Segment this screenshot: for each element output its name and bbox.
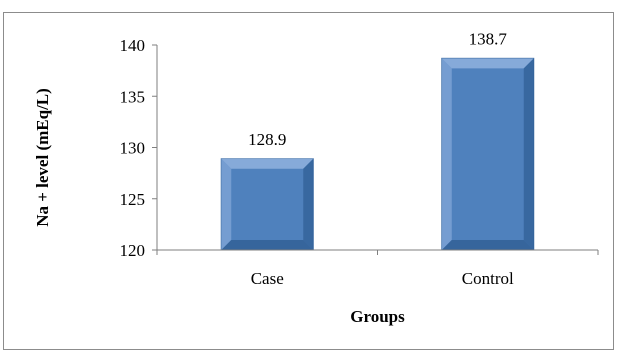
bar-bevel-bottom (441, 240, 534, 250)
bar-bevel-left (221, 158, 232, 250)
bar-bevel-left (441, 58, 452, 251)
bar-bevel-right (303, 158, 314, 250)
bar-bevel-top (221, 158, 314, 169)
y-tick-label: 140 (120, 36, 146, 55)
data-label: 128.9 (248, 130, 286, 149)
bar-bevel-top (441, 58, 534, 69)
x-tick-label: Control (462, 269, 514, 288)
bars: 128.9 138.7 (220, 29, 535, 251)
bar-body (220, 158, 314, 251)
y-tick-label: 130 (120, 139, 146, 158)
y-tick-label: 120 (120, 241, 146, 260)
bar-body (441, 57, 535, 251)
bar-case: 128.9 (220, 130, 314, 251)
x-axis-ticks: Case Control (156, 250, 599, 288)
bar-bevel-bottom (221, 240, 314, 250)
y-tick-label: 135 (120, 87, 146, 106)
bar-bevel-right (523, 58, 534, 251)
y-axis-ticks: 120 125 130 135 140 (120, 36, 157, 260)
x-tick-label: Case (251, 269, 284, 288)
bar-control: 138.7 (441, 29, 535, 251)
y-axis-title: Na + level (mEq/L) (33, 88, 52, 227)
x-axis-title: Groups (350, 307, 405, 326)
y-tick-label: 125 (120, 190, 146, 209)
data-label: 138.7 (469, 29, 508, 48)
